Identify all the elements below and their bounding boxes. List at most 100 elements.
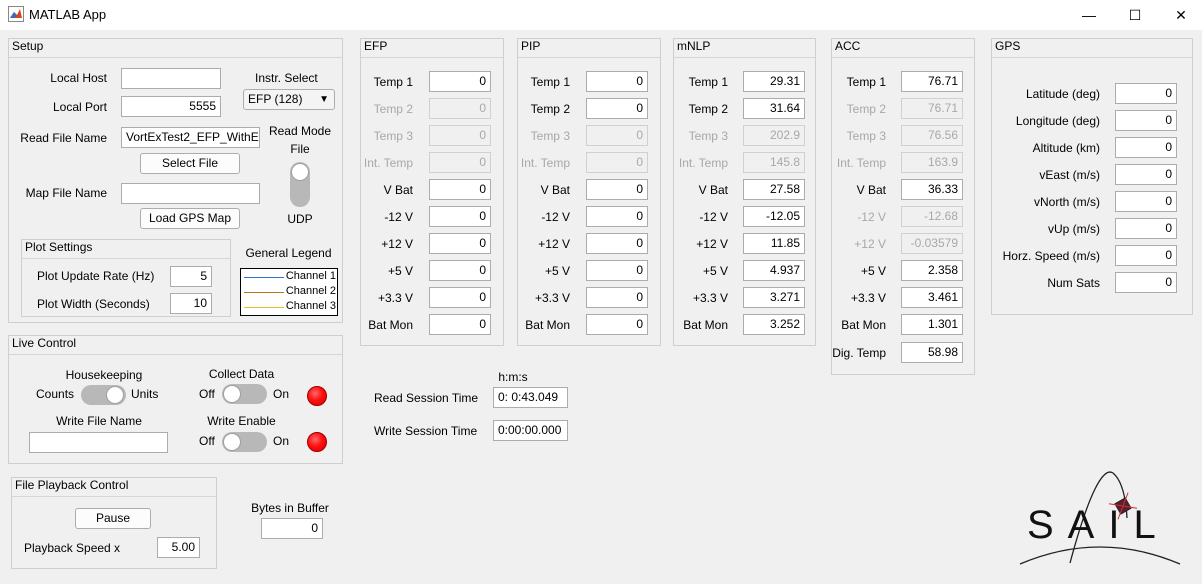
mnlp-value-temp2[interactable]: 31.64 xyxy=(743,98,805,119)
local-host-field[interactable] xyxy=(121,68,221,89)
mnlp-value-vbat[interactable]: 27.58 xyxy=(743,179,805,200)
gps-value-altitude[interactable]: 0 xyxy=(1115,137,1177,158)
acc-label-plus12v: +12 V xyxy=(854,237,886,251)
efp-value-bat-mon[interactable]: 0 xyxy=(429,314,491,335)
acc-label-bat-mon: Bat Mon xyxy=(841,318,886,332)
efp-value-vbat[interactable]: 0 xyxy=(429,179,491,200)
pip-panel: PIP Temp 1 0 Temp 2 0 Temp 3 0 Int. Temp… xyxy=(517,38,661,346)
gps-value-latitude[interactable]: 0 xyxy=(1115,83,1177,104)
efp-title: EFP xyxy=(364,39,388,53)
pip-value-int-temp[interactable]: 0 xyxy=(586,152,648,173)
legend-entry: Channel 2 xyxy=(244,285,336,299)
gps-label-vnorth: vNorth (m/s) xyxy=(1034,195,1100,209)
pip-label-minus12v: -12 V xyxy=(541,210,570,224)
pip-value-plus5v[interactable]: 0 xyxy=(586,260,648,281)
mnlp-value-temp1[interactable]: 29.31 xyxy=(743,71,805,92)
acc-value-plus12v[interactable]: -0.03579 xyxy=(901,233,963,254)
plot-width-field[interactable]: 10 xyxy=(170,293,212,314)
sail-logo-text: SAIL xyxy=(1027,503,1170,547)
mnlp-value-int-temp[interactable]: 145.8 xyxy=(743,152,805,173)
maximize-button[interactable]: ☐ xyxy=(1112,0,1158,30)
instr-select-dropdown[interactable]: EFP (128) ▼ xyxy=(243,89,335,110)
setup-panel: Setup Local Host Local Port 5555 Instr. … xyxy=(8,38,343,323)
gps-value-veast[interactable]: 0 xyxy=(1115,164,1177,185)
acc-value-temp1[interactable]: 76.71 xyxy=(901,71,963,92)
efp-value-plus5v[interactable]: 0 xyxy=(429,260,491,281)
map-file-field[interactable] xyxy=(121,183,260,204)
mnlp-value-temp3[interactable]: 202.9 xyxy=(743,125,805,146)
acc-value-vbat[interactable]: 36.33 xyxy=(901,179,963,200)
housekeeping-switch[interactable] xyxy=(81,385,126,405)
bytes-in-buffer-label: Bytes in Buffer xyxy=(251,501,329,515)
write-file-label: Write File Name xyxy=(56,414,142,428)
pip-value-temp1[interactable]: 0 xyxy=(586,71,648,92)
collect-data-switch[interactable] xyxy=(222,384,267,404)
gps-value-longitude[interactable]: 0 xyxy=(1115,110,1177,131)
acc-value-dig-temp[interactable]: 58.98 xyxy=(901,342,963,363)
pip-value-temp3[interactable]: 0 xyxy=(586,125,648,146)
efp-value-temp2[interactable]: 0 xyxy=(429,98,491,119)
plot-update-rate-field[interactable]: 5 xyxy=(170,266,212,287)
local-port-field[interactable]: 5555 xyxy=(121,96,221,117)
gps-value-vup[interactable]: 0 xyxy=(1115,218,1177,239)
acc-value-plus5v[interactable]: 2.358 xyxy=(901,260,963,281)
select-file-button[interactable]: Select File xyxy=(140,153,240,174)
acc-value-temp2[interactable]: 76.71 xyxy=(901,98,963,119)
gps-value-vnorth[interactable]: 0 xyxy=(1115,191,1177,212)
acc-value-minus12v[interactable]: -12.68 xyxy=(901,206,963,227)
switch-knob xyxy=(106,386,124,404)
efp-value-plus3v3[interactable]: 0 xyxy=(429,287,491,308)
mnlp-value-plus5v[interactable]: 4.937 xyxy=(743,260,805,281)
mnlp-value-bat-mon[interactable]: 3.252 xyxy=(743,314,805,335)
pip-value-minus12v[interactable]: 0 xyxy=(586,206,648,227)
close-button[interactable]: ✕ xyxy=(1158,0,1202,30)
efp-value-temp1[interactable]: 0 xyxy=(429,71,491,92)
gps-label-vup: vUp (m/s) xyxy=(1048,222,1100,236)
write-file-field[interactable] xyxy=(29,432,168,453)
bytes-in-buffer-field[interactable]: 0 xyxy=(261,518,323,539)
acc-value-plus3v3[interactable]: 3.461 xyxy=(901,287,963,308)
mnlp-value-plus12v[interactable]: 11.85 xyxy=(743,233,805,254)
read-mode-label: Read Mode xyxy=(268,124,332,138)
acc-value-bat-mon[interactable]: 1.301 xyxy=(901,314,963,335)
plot-update-rate-label: Plot Update Rate (Hz) xyxy=(37,269,155,283)
acc-value-int-temp[interactable]: 163.9 xyxy=(901,152,963,173)
efp-value-temp3[interactable]: 0 xyxy=(429,125,491,146)
map-file-label: Map File Name xyxy=(25,186,107,200)
playback-speed-field[interactable]: 5.00 xyxy=(157,537,200,558)
pause-button[interactable]: Pause xyxy=(75,508,151,529)
read-mode-switch[interactable] xyxy=(290,162,310,207)
mnlp-value-minus12v[interactable]: -12.05 xyxy=(743,206,805,227)
read-file-label: Read File Name xyxy=(20,131,107,145)
read-session-time-field[interactable]: 0: 0:43.049 xyxy=(493,387,568,408)
efp-value-minus12v[interactable]: 0 xyxy=(429,206,491,227)
mnlp-value-plus3v3[interactable]: 3.271 xyxy=(743,287,805,308)
pip-value-vbat[interactable]: 0 xyxy=(586,179,648,200)
load-gps-map-button[interactable]: Load GPS Map xyxy=(140,208,240,229)
gps-value-horz-speed[interactable]: 0 xyxy=(1115,245,1177,266)
write-enable-switch[interactable] xyxy=(222,432,267,452)
instr-select-label: Instr. Select xyxy=(255,71,318,85)
acc-label-temp1: Temp 1 xyxy=(846,75,886,89)
pip-value-temp2[interactable]: 0 xyxy=(586,98,648,119)
efp-value-plus12v[interactable]: 0 xyxy=(429,233,491,254)
maximize-icon: ☐ xyxy=(1128,6,1142,23)
pip-label-plus5v: +5 V xyxy=(544,264,570,278)
gps-label-num-sats: Num Sats xyxy=(1047,276,1100,290)
pip-value-bat-mon[interactable]: 0 xyxy=(586,314,648,335)
pip-value-plus3v3[interactable]: 0 xyxy=(586,287,648,308)
chevron-down-icon: ▼ xyxy=(319,94,329,105)
write-session-time-field[interactable]: 0:00:00.000 xyxy=(493,420,568,441)
pip-value-plus12v[interactable]: 0 xyxy=(586,233,648,254)
gps-value-num-sats[interactable]: 0 xyxy=(1115,272,1177,293)
general-legend: Channel 1 Channel 2 Channel 3 xyxy=(240,268,338,316)
housekeeping-counts-label: Counts xyxy=(36,387,75,401)
efp-value-int-temp[interactable]: 0 xyxy=(429,152,491,173)
read-file-field[interactable]: VortExTest2_EFP_WithE xyxy=(121,127,260,148)
acc-label-dig-temp: Dig. Temp xyxy=(832,346,886,360)
legend-entry: Channel 3 xyxy=(244,300,336,314)
pip-label-vbat: V Bat xyxy=(540,183,570,197)
collect-status-lamp xyxy=(307,386,327,406)
acc-value-temp3[interactable]: 76.56 xyxy=(901,125,963,146)
minimize-button[interactable]: — xyxy=(1066,0,1112,30)
